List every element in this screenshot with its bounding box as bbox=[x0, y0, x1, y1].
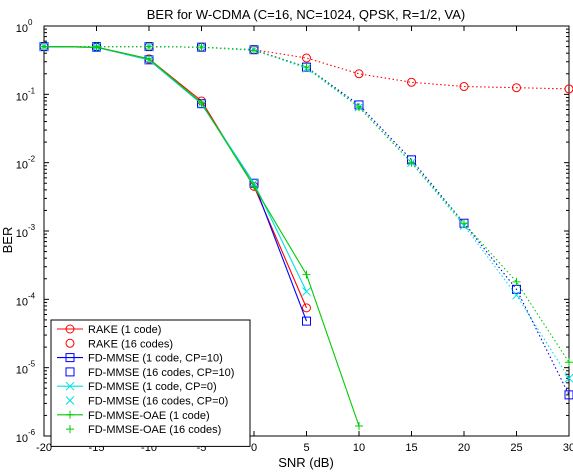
data-point bbox=[565, 358, 573, 367]
legend-marker bbox=[65, 338, 75, 348]
data-point bbox=[355, 103, 363, 112]
legend-label: RAKE (16 codes) bbox=[88, 338, 173, 350]
data-point bbox=[302, 270, 311, 279]
legend-label: RAKE (1 code) bbox=[88, 324, 161, 336]
data-point bbox=[512, 290, 521, 300]
legend-label: FD-MMSE-OAE (1 code) bbox=[88, 410, 210, 422]
plot-area: -20 -15 -10 -5 0 5 10 15 20 25 3010010-110-210-310… bbox=[16, 18, 573, 454]
x-tick-label: 25 bbox=[510, 442, 522, 454]
data-point bbox=[564, 373, 573, 383]
legend-box bbox=[50, 319, 251, 447]
legend-marker bbox=[65, 381, 75, 391]
x-tick-label: 5 bbox=[303, 442, 309, 454]
data-point bbox=[407, 77, 416, 87]
data-point bbox=[40, 42, 48, 51]
y-tick-exponent: -3 bbox=[28, 223, 36, 232]
x-tick-label: 30 bbox=[563, 442, 573, 454]
legend-marker bbox=[66, 425, 74, 434]
data-point bbox=[459, 82, 469, 92]
legend-entry: FD-MMSE (1 code, CP=0) bbox=[57, 381, 217, 393]
legend-entry: FD-MMSE-OAE (16 codes) bbox=[66, 424, 221, 436]
data-point bbox=[250, 182, 258, 191]
y-tick-exponent: -5 bbox=[28, 360, 36, 369]
data-point bbox=[92, 42, 101, 51]
y-tick-label: 10 bbox=[16, 296, 28, 308]
data-point bbox=[407, 158, 416, 167]
data-point bbox=[197, 98, 206, 107]
y-axis-label: BER bbox=[0, 227, 15, 254]
y-tick-label: 10 bbox=[16, 160, 28, 172]
data-point bbox=[197, 43, 206, 52]
legend-entry: FD-MMSE (16 codes, CP=0) bbox=[65, 396, 228, 408]
y-tick-label: 10 bbox=[16, 23, 28, 35]
x-tick-label: 0 bbox=[251, 442, 257, 454]
x-tick-label: 15 bbox=[405, 442, 417, 454]
legend-entry: FD-MMSE (16 codes, CP=10) bbox=[65, 367, 234, 379]
legend-label: FD-MMSE-OAE (16 codes) bbox=[88, 424, 221, 436]
legend-label: FD-MMSE (1 code, CP=0) bbox=[88, 381, 217, 393]
legend-label: FD-MMSE (16 codes, CP=0) bbox=[88, 396, 228, 408]
y-tick-exponent: 0 bbox=[28, 18, 33, 27]
y-tick-label: 10 bbox=[16, 365, 28, 377]
x-tick-label: 10 bbox=[353, 442, 365, 454]
data-point bbox=[564, 84, 573, 94]
y-tick-label: 10 bbox=[16, 433, 28, 445]
legend-entry: FD-MMSE (1 code, CP=10) bbox=[57, 353, 223, 365]
series-line bbox=[44, 46, 570, 90]
legend-entry: RAKE (1 code) bbox=[57, 324, 161, 336]
data-point bbox=[302, 287, 311, 296]
x-tick-label: 20 bbox=[458, 442, 470, 454]
data-point bbox=[250, 46, 258, 55]
legend: RAKE (1 code) RAKE (16 codes) FD-MMSE (1 c… bbox=[50, 319, 251, 447]
data-point bbox=[354, 69, 364, 79]
data-point bbox=[302, 316, 311, 326]
data-point bbox=[512, 277, 521, 286]
data-point bbox=[302, 63, 311, 72]
legend-marker bbox=[65, 367, 75, 377]
series-8 bbox=[40, 42, 573, 367]
x-tick-label: -20 bbox=[36, 442, 52, 454]
x-tick-label: -5 bbox=[197, 442, 207, 454]
legend-entry: FD-MMSE-OAE (1 code) bbox=[57, 410, 210, 422]
data-point bbox=[145, 54, 153, 63]
data-point bbox=[302, 303, 311, 313]
data-point bbox=[512, 83, 521, 93]
y-tick-exponent: -2 bbox=[28, 155, 36, 164]
data-point bbox=[564, 390, 573, 400]
data-point bbox=[302, 53, 311, 63]
data-point bbox=[460, 219, 468, 228]
legend-marker bbox=[66, 410, 74, 419]
legend-marker bbox=[65, 396, 75, 405]
chart-title: BER for W-CDMA (C=16, NC=1024, QPSK, R=1… bbox=[147, 7, 466, 22]
legend-marker bbox=[65, 353, 75, 363]
data-point bbox=[145, 42, 153, 51]
legend-label: FD-MMSE (16 codes, CP=10) bbox=[88, 367, 234, 379]
y-tick-label: 10 bbox=[16, 228, 28, 240]
legend-marker bbox=[65, 324, 75, 334]
y-tick-exponent: -4 bbox=[28, 291, 36, 300]
x-axis-label: SNR (dB) bbox=[278, 455, 334, 470]
y-tick-exponent: -1 bbox=[28, 86, 36, 95]
y-tick-exponent: -6 bbox=[28, 428, 36, 437]
data-point bbox=[355, 422, 363, 431]
legend-entry: RAKE (16 codes) bbox=[65, 338, 173, 350]
y-tick-label: 10 bbox=[16, 91, 28, 103]
legend-label: FD-MMSE (1 code, CP=10) bbox=[88, 353, 223, 365]
